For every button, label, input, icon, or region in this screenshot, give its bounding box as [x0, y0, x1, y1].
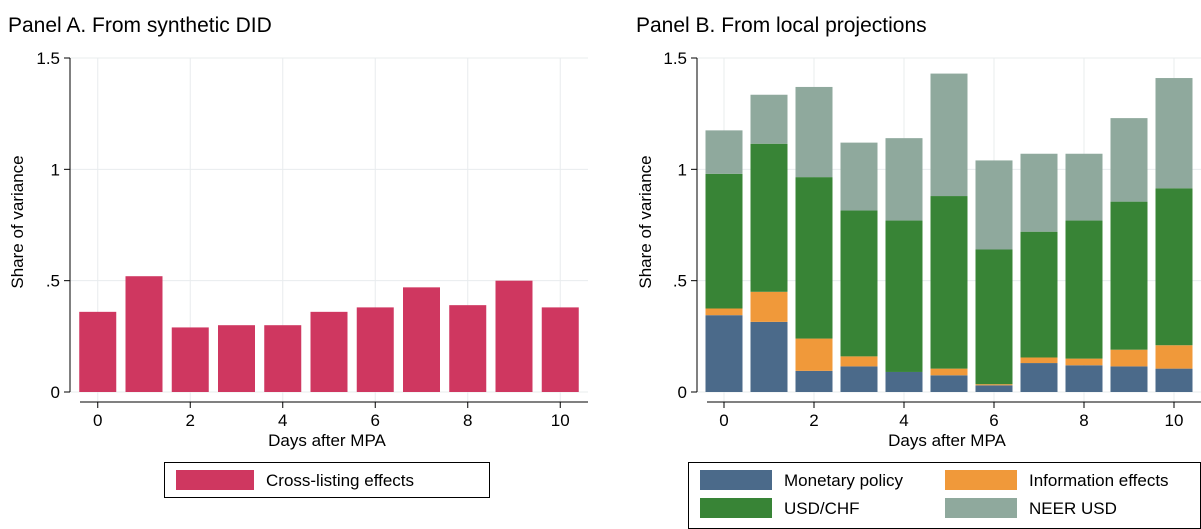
- panel-b-ytick-label: 1.5: [663, 49, 687, 68]
- panel-b-bar-neer-usd-5: [930, 73, 968, 197]
- panel-b-bar-usd-chf-6: [975, 249, 1013, 385]
- panel-b-legend-swatch: [945, 470, 1017, 490]
- panel-b-bar-neer-usd-9: [1110, 118, 1148, 202]
- panel-a-xtick-label: 0: [93, 411, 102, 430]
- panel-a-ylabel: Share of variance: [8, 155, 27, 288]
- panel-b-bar-usd-chf-7: [1020, 231, 1058, 358]
- panel-b-bar-usd-chf-10: [1155, 188, 1193, 346]
- panel-b-bar-information-effects-5: [930, 368, 968, 376]
- panel-a-ytick-label: 1: [51, 160, 60, 179]
- panel-b-bar-monetary-policy-6: [975, 385, 1013, 392]
- panel-b-bar-monetary-policy-5: [930, 375, 968, 392]
- panel-a-bar-cross-listing-effects-9: [495, 280, 533, 392]
- panel-b-xtick-label: 2: [809, 411, 818, 430]
- panel-a-bar-cross-listing-effects-6: [356, 307, 394, 392]
- panel-b-bar-neer-usd-0: [705, 130, 743, 174]
- panel-a-bar-cross-listing-effects-3: [218, 325, 255, 392]
- panel-a: Panel A. From synthetic DID Share of var…: [8, 14, 588, 498]
- panel-b-legend-label: Monetary policy: [784, 471, 904, 490]
- panel-a-bar-cross-listing-effects-2: [171, 327, 209, 392]
- panel-b-bar-usd-chf-1: [750, 143, 788, 292]
- panel-b-legend-label: NEER USD: [1029, 499, 1117, 518]
- panel-a-xlabel: Days after MPA: [268, 431, 386, 450]
- panel-a-plot: 0 .5 1 1.5 0 2 4 6 8 10: [36, 49, 588, 430]
- panel-a-ytick-label: .5: [46, 272, 60, 291]
- panel-b-bar-information-effects-1: [750, 291, 788, 322]
- panel-b-bar-information-effects-10: [1155, 345, 1193, 369]
- panel-b-bar-information-effects-0: [705, 308, 743, 316]
- panel-b-ytick-label: .5: [673, 272, 687, 291]
- panel-a-xtick-label: 4: [278, 411, 287, 430]
- panel-a-bar-cross-listing-effects-4: [264, 325, 302, 392]
- panel-a-legend: Cross-listing effects: [164, 462, 490, 498]
- panel-b-bar-monetary-policy-8: [1065, 365, 1103, 392]
- panel-a-title: Panel A. From synthetic DID: [8, 14, 272, 37]
- panel-b-bar-usd-chf-9: [1110, 201, 1148, 350]
- panel-b-bar-information-effects-3: [840, 356, 878, 367]
- panel-a-xtick-label: 2: [186, 411, 195, 430]
- panel-b-legend-box: [688, 462, 1201, 529]
- panel-a-legend-swatch: [176, 470, 254, 490]
- panel-b-xtick-label: 0: [719, 411, 728, 430]
- panel-b-bar-usd-chf-2: [795, 177, 833, 339]
- panel-b-bar-monetary-policy-9: [1110, 366, 1148, 392]
- panel-b-xtick-label: 6: [989, 411, 998, 430]
- panel-b-bar-monetary-policy-10: [1155, 368, 1193, 392]
- panel-b-bar-information-effects-9: [1110, 349, 1148, 367]
- panel-b-bar-neer-usd-1: [750, 94, 788, 144]
- panel-b-plot: 0 .5 1 1.5 0 2 4 6 8 10: [663, 49, 1201, 430]
- panel-b-bar-neer-usd-10: [1155, 78, 1193, 189]
- panel-b-title: Panel B. From local projections: [636, 14, 927, 37]
- panel-b-bar-usd-chf-8: [1065, 220, 1103, 359]
- panel-b-bar-monetary-policy-0: [705, 315, 743, 392]
- panel-b-ytick-label: 0: [678, 383, 687, 402]
- panel-a-bar-cross-listing-effects-0: [79, 311, 117, 392]
- panel-a-bar-cross-listing-effects-5: [310, 311, 348, 392]
- panel-b-legend: Monetary policy Information effects USD/CH…: [688, 462, 1201, 529]
- panel-b-bar-neer-usd-3: [840, 142, 878, 211]
- panel-b-bar-usd-chf-0: [705, 173, 743, 309]
- panel-b-bar-neer-usd-7: [1020, 153, 1058, 232]
- panel-b-bar-neer-usd-6: [975, 160, 1013, 250]
- panel-b-bar-monetary-policy-1: [750, 321, 788, 392]
- panel-a-bar-cross-listing-effects-8: [449, 305, 487, 392]
- panel-b-bar-monetary-policy-4: [885, 371, 923, 392]
- panel-b-legend-swatch: [700, 470, 772, 490]
- panel-b-bar-neer-usd-8: [1065, 153, 1103, 221]
- panel-b-legend-swatch: [700, 498, 772, 518]
- panel-a-ytick-label: 0: [51, 383, 60, 402]
- panel-b-xtick-label: 8: [1079, 411, 1088, 430]
- panel-a-bar-cross-listing-effects-1: [125, 276, 163, 392]
- panel-a-legend-label: Cross-listing effects: [266, 471, 414, 490]
- panel-b-bar-information-effects-2: [795, 338, 833, 371]
- panel-b-xtick-label: 10: [1165, 411, 1184, 430]
- panel-b-bar-monetary-policy-3: [840, 366, 878, 392]
- panel-a-bar-cross-listing-effects-7: [403, 287, 440, 392]
- panel-b-bar-neer-usd-2: [795, 86, 833, 178]
- panel-b-bar-information-effects-8: [1065, 358, 1103, 366]
- panel-b-ylabel: Share of variance: [636, 155, 655, 288]
- panel-b-bar-monetary-policy-2: [795, 370, 833, 392]
- panel-b-legend-label: USD/CHF: [784, 499, 860, 518]
- panel-a-bar-cross-listing-effects-10: [541, 307, 579, 392]
- panel-b-legend-swatch: [945, 498, 1017, 518]
- panel-b-bar-monetary-policy-7: [1020, 363, 1058, 392]
- panel-b-ytick-label: 1: [678, 160, 687, 179]
- panel-b-legend-label: Information effects: [1029, 471, 1169, 490]
- panel-b-xtick-label: 4: [899, 411, 908, 430]
- panel-b-bar-information-effects-7: [1020, 357, 1058, 364]
- panel-b-bar-usd-chf-5: [930, 196, 968, 369]
- panel-b-bar-information-effects-6: [975, 384, 1013, 386]
- panel-b-bar-neer-usd-4: [885, 138, 923, 221]
- panel-a-xtick-label: 8: [463, 411, 472, 430]
- panel-b-bar-usd-chf-4: [885, 220, 923, 372]
- panel-b-xlabel: Days after MPA: [888, 431, 1006, 450]
- panel-a-xtick-label: 6: [371, 411, 380, 430]
- panel-a-ytick-label: 1.5: [36, 49, 60, 68]
- panel-b-bar-usd-chf-3: [840, 210, 878, 357]
- panel-a-xtick-label: 10: [551, 411, 570, 430]
- panel-b: Panel B. From local projections Share of…: [636, 14, 1201, 529]
